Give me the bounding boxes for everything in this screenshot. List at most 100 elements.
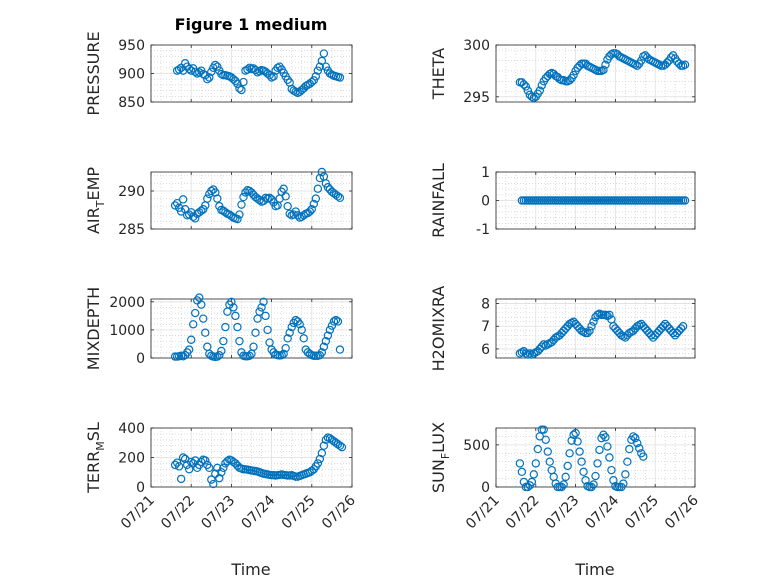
data-point [215,350,224,360]
y-tick-label: 0 [136,351,145,367]
data-point [680,60,690,69]
data-point [213,62,222,71]
data-point [535,86,544,95]
y-tick-label: 285 [118,222,145,238]
y-axis-label: PRESSURE [84,31,103,115]
subplot-theta: 295 300 THETA [429,38,696,106]
data-point [186,335,196,344]
y-tick-label: 0 [481,480,490,496]
data-point [217,346,226,356]
data-point [203,194,212,203]
y-tick-label: 850 [118,95,145,111]
data-point [235,210,244,219]
data-point [295,320,304,329]
data-point [335,345,345,354]
y-tick-label: -1 [476,222,490,238]
data-point [521,82,531,91]
data-point [311,72,321,81]
data-point [317,348,327,357]
data-point [523,86,533,95]
data-point [601,310,610,320]
data-point [315,454,325,464]
data-point [623,457,632,466]
data-point [283,201,292,211]
data-point [170,201,180,210]
data-point [337,442,347,452]
axes-box [150,298,353,359]
data-point [237,200,246,209]
data-point [573,437,582,446]
data-point [319,342,329,351]
data-point [515,459,525,468]
data-point [333,192,343,201]
y-tick-label: 0 [481,194,490,210]
data-point [307,77,316,87]
data-point [285,328,294,337]
data-point [519,80,529,89]
data-point [319,441,329,450]
data-point [527,477,537,487]
data-point [563,461,572,471]
data-point [633,438,642,448]
data-point [676,324,686,333]
data-point [261,311,270,321]
data-point [323,331,333,340]
subplot-h2omixra: 6 7 8 H2OMIXRA [429,286,696,371]
data-point [259,297,268,307]
data-point [176,474,186,484]
data-point [227,297,236,307]
data-point [197,206,206,215]
data-point [523,482,533,492]
data-point [599,65,608,75]
y-tick-label: 300 [463,38,490,54]
data-point [205,73,214,82]
data-point [561,472,570,482]
data-point [631,433,640,443]
data-point [635,444,644,453]
data-point [317,56,327,66]
y-tick-label: 1 [481,165,490,181]
data-point [219,336,228,346]
data-point [329,317,339,326]
data-point [321,62,331,71]
data-point [263,325,272,335]
data-point [565,449,574,458]
y-tick-label: 900 [118,67,145,83]
data-point [239,192,248,202]
data-point [331,315,341,325]
data-point [609,476,618,485]
data-point [299,211,308,220]
data-point [579,327,588,337]
data-point [305,207,314,216]
data-point [237,85,246,95]
data-point [207,475,216,484]
data-point [587,482,596,492]
data-point [219,463,228,473]
x-axis-label-left: Time [230,560,270,579]
data-point [269,72,278,81]
y-tick-label: 950 [118,38,145,54]
data-point [327,321,337,330]
data-point [235,84,244,93]
data-point [251,328,260,337]
data-point [537,81,546,90]
data-point [287,322,296,332]
data-point [315,62,325,71]
data-point [585,326,594,335]
data-point [529,470,539,479]
y-tick-label: 400 [118,421,145,437]
data-point [557,482,566,492]
data-point [209,479,218,489]
data-point [559,480,568,489]
data-point [178,195,188,204]
y-axis-label: MIXDEPTH [84,287,103,370]
data-point [197,300,206,309]
data-point [662,58,672,67]
y-axis-label: TERRMSL [84,422,107,494]
data-point [189,320,198,329]
data-point [321,336,331,346]
data-point [603,442,612,451]
data-point [335,193,345,203]
data-point [211,60,220,70]
